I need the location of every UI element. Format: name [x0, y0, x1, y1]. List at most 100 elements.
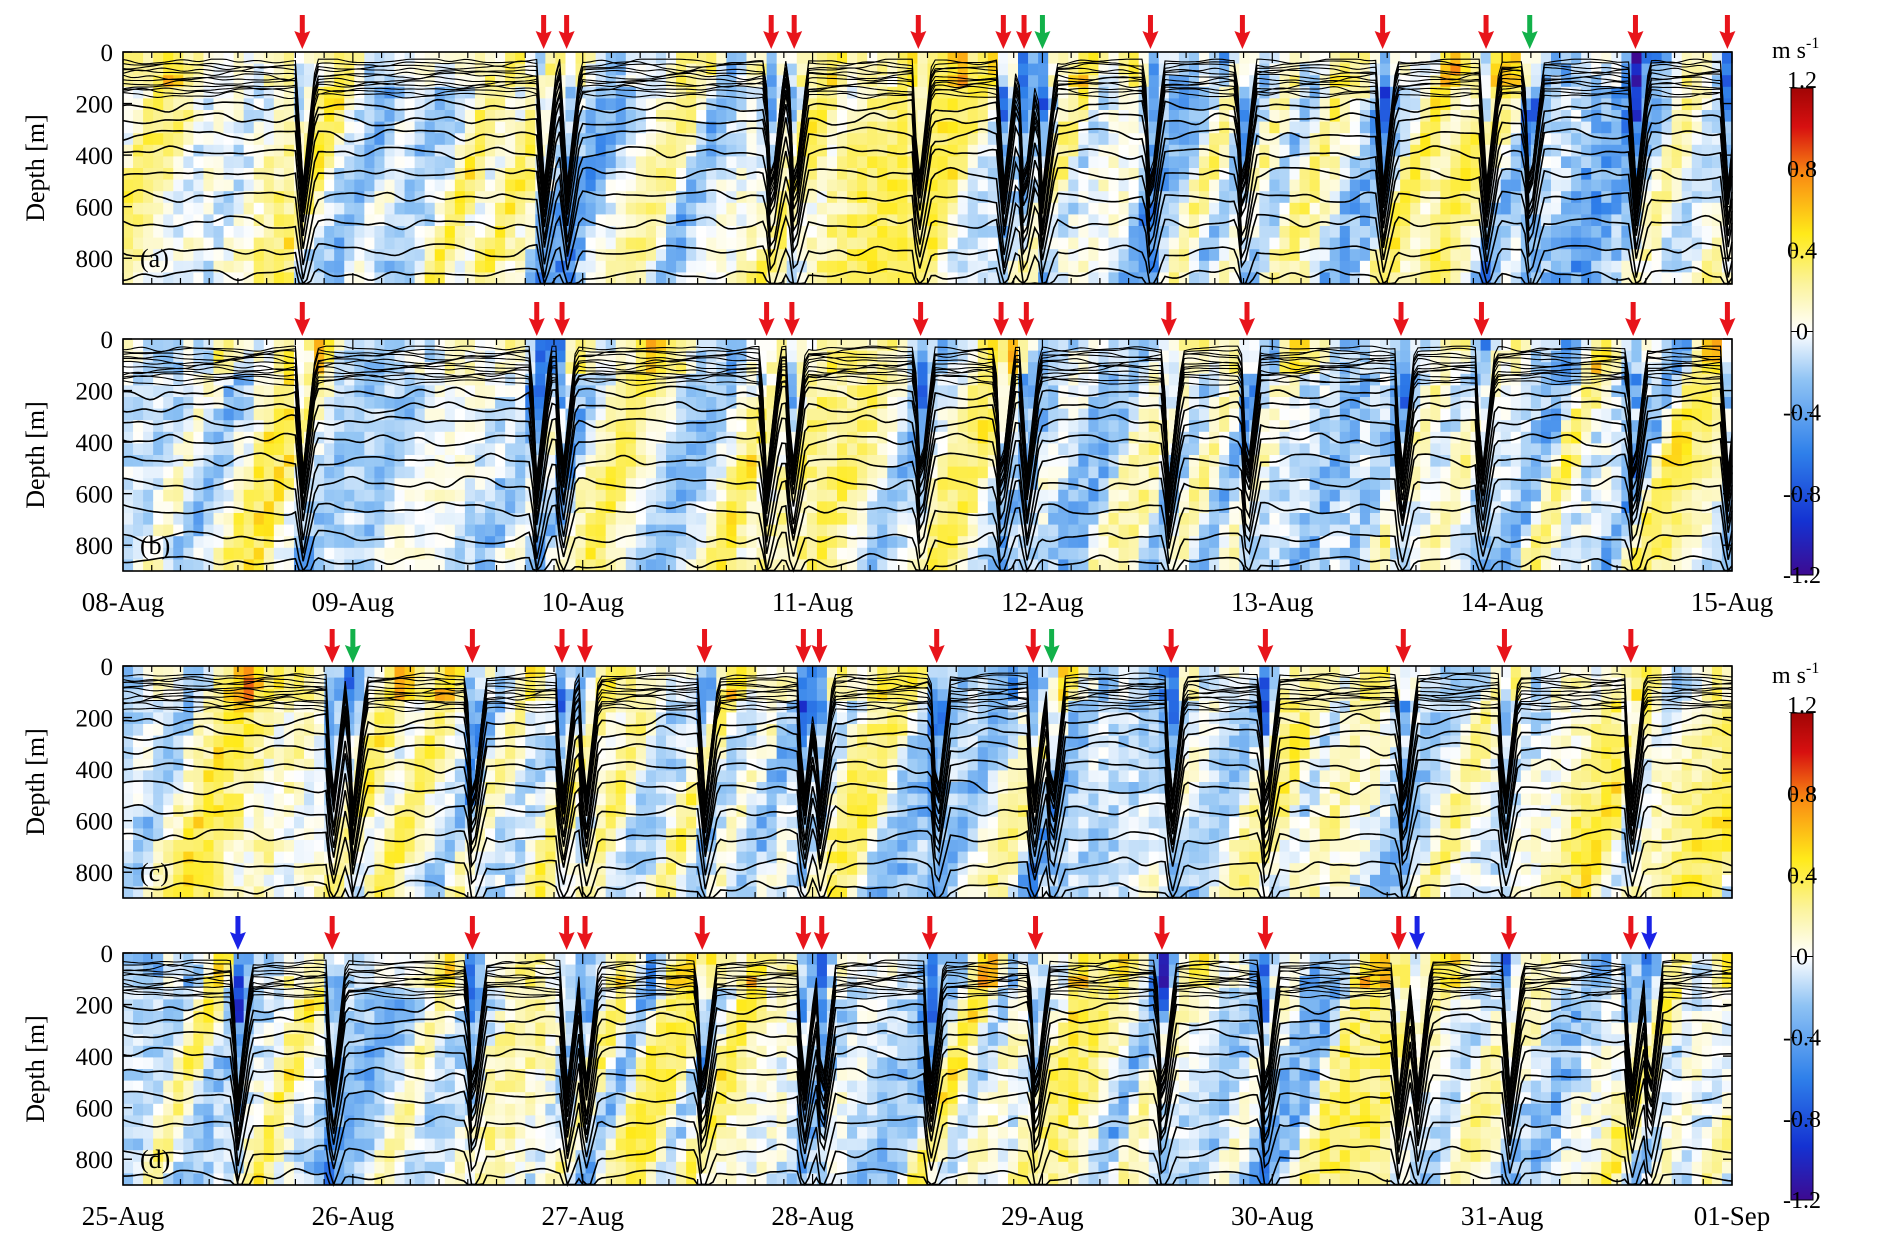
velocity-cell — [635, 63, 647, 76]
velocity-cell — [1299, 133, 1311, 146]
velocity-cell — [1078, 214, 1089, 227]
velocity-cell — [676, 489, 687, 502]
velocity-cell — [354, 121, 365, 134]
velocity-cell — [253, 466, 265, 479]
velocity-cell — [756, 63, 768, 76]
velocity-cell — [927, 75, 939, 88]
velocity-cell — [1058, 98, 1069, 111]
velocity-cell — [454, 260, 466, 273]
velocity-cell — [1440, 75, 1452, 88]
velocity-cell — [655, 536, 667, 549]
velocity-cell — [193, 260, 205, 273]
velocity-cell — [867, 397, 878, 410]
velocity-cell — [927, 98, 939, 111]
velocity-cell — [1078, 168, 1089, 181]
velocity-cell — [565, 86, 577, 99]
velocity-cell — [575, 272, 587, 285]
velocity-cell — [786, 501, 798, 514]
velocity-cell — [595, 547, 607, 560]
velocity-cell — [123, 524, 134, 537]
velocity-cell — [776, 408, 788, 421]
velocity-cell — [424, 226, 436, 239]
velocity-cell — [314, 443, 325, 456]
velocity-cell — [223, 536, 235, 549]
velocity-cell — [364, 559, 376, 572]
velocity-cell — [796, 547, 808, 560]
velocity-cell — [635, 547, 647, 560]
velocity-cell — [1550, 272, 1562, 285]
velocity-cell — [324, 547, 335, 560]
velocity-cell — [816, 431, 828, 444]
velocity-cell — [364, 350, 376, 363]
velocity-cell — [374, 536, 386, 549]
velocity-cell — [273, 249, 285, 262]
velocity-cell — [394, 559, 406, 572]
velocity-cell — [796, 431, 808, 444]
velocity-cell — [414, 373, 426, 386]
velocity-cell — [595, 156, 607, 169]
velocity-cell — [394, 133, 406, 146]
velocity-cell — [1118, 156, 1130, 169]
velocity-cell — [1631, 121, 1643, 134]
velocity-cell — [1199, 121, 1210, 134]
velocity-cell — [565, 455, 577, 468]
velocity-cell — [1500, 133, 1512, 146]
velocity-cell — [666, 249, 677, 262]
velocity-cell — [434, 431, 446, 444]
velocity-cell — [867, 350, 878, 363]
velocity-cell — [736, 86, 748, 99]
velocity-cell — [495, 431, 506, 444]
velocity-cell — [625, 121, 637, 134]
velocity-cell — [1681, 52, 1693, 65]
velocity-cell — [1561, 272, 1572, 285]
velocity-cell — [575, 547, 587, 560]
velocity-cell — [344, 559, 355, 572]
velocity-cell — [1108, 191, 1120, 204]
velocity-cell — [937, 214, 949, 227]
velocity-cell — [1108, 133, 1120, 146]
velocity-cell — [806, 144, 818, 157]
velocity-cell — [1390, 156, 1401, 169]
velocity-cell — [1319, 144, 1331, 157]
velocity-cell — [203, 524, 215, 537]
velocity-cell — [1701, 63, 1713, 76]
velocity-cell — [917, 191, 929, 204]
velocity-cell — [414, 260, 426, 273]
velocity-cell — [1571, 249, 1582, 262]
velocity-cell — [766, 63, 778, 76]
velocity-cell — [635, 397, 647, 410]
velocity-cell — [424, 536, 436, 549]
velocity-cell — [354, 536, 365, 549]
velocity-cell — [163, 52, 174, 65]
velocity-cell — [454, 272, 466, 285]
velocity-cell — [1550, 52, 1562, 65]
velocity-cell — [173, 226, 184, 239]
velocity-cell — [756, 489, 768, 502]
velocity-cell — [263, 272, 275, 285]
velocity-cell — [847, 63, 858, 76]
velocity-cell — [505, 260, 516, 273]
velocity-cell — [766, 547, 778, 560]
velocity-cell — [726, 547, 738, 560]
velocity-cell — [655, 168, 667, 181]
velocity-cell — [1530, 260, 1542, 273]
velocity-cell — [1188, 144, 1200, 157]
velocity-cell — [193, 547, 205, 560]
velocity-cell — [1299, 226, 1311, 239]
velocity-cell — [736, 420, 748, 433]
velocity-cell — [1369, 121, 1381, 134]
velocity-cell — [414, 121, 426, 134]
velocity-cell — [1249, 237, 1260, 250]
velocity-cell — [1400, 179, 1411, 192]
velocity-cell — [464, 431, 476, 444]
velocity-cell — [615, 63, 627, 76]
velocity-cell — [444, 144, 456, 157]
velocity-cell — [454, 501, 466, 514]
velocity-cell — [1500, 237, 1512, 250]
velocity-cell — [1188, 52, 1200, 65]
velocity-cell — [1440, 86, 1452, 99]
velocity-cell — [947, 86, 959, 99]
velocity-cell — [384, 524, 396, 537]
velocity-cell — [1229, 121, 1240, 134]
velocity-cell — [1591, 168, 1602, 181]
